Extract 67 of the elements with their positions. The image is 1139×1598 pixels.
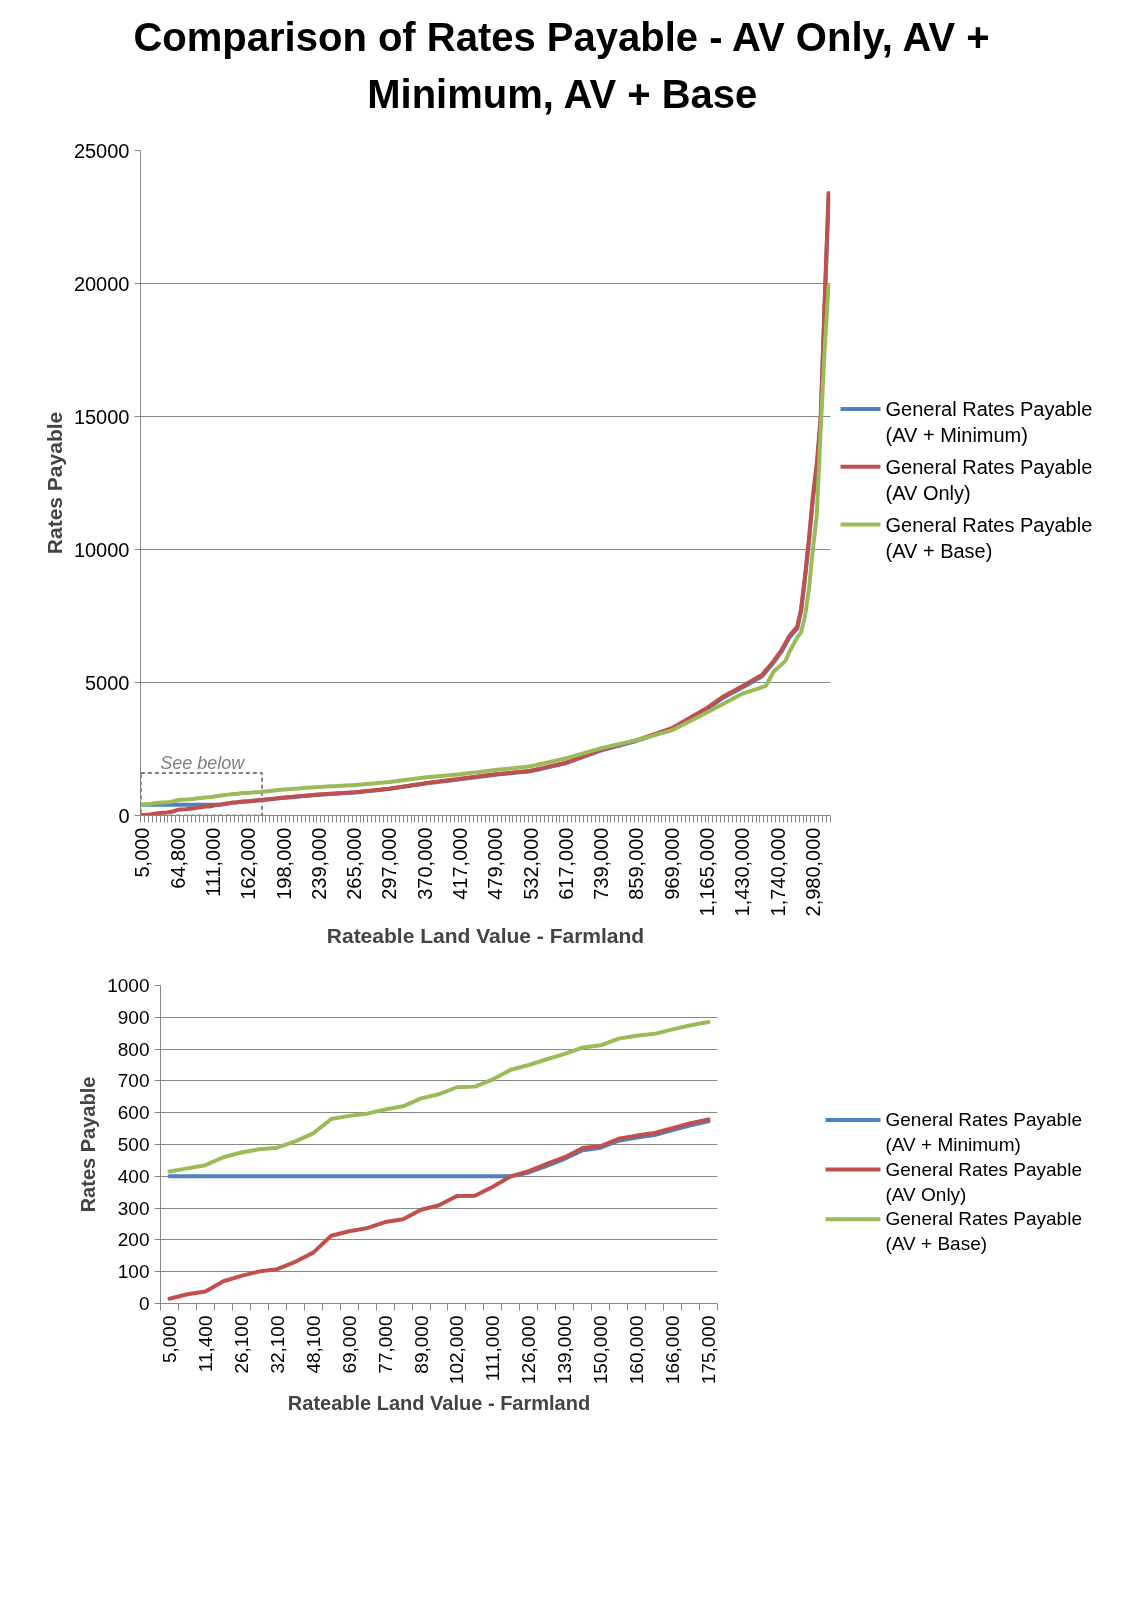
legend-label: General Rates Payable (AV + Base) (885, 1208, 1082, 1255)
x-tick-label: 26,100 (230, 1315, 252, 1374)
x-tick-label: 111,000 (202, 827, 225, 897)
x-tick-label: 479,000 (484, 827, 507, 900)
x-tick-label: 139,000 (554, 1315, 576, 1385)
chart-title: Comparison of Rates Payable - AV Only, AV + Minimum, AV + Base (133, 14, 990, 117)
x-tick-label: 532,000 (519, 827, 542, 900)
x-tick-label: 111,000 (482, 1315, 504, 1382)
x-tick-label: 5,000 (158, 1315, 180, 1364)
x-tick-label: 160,000 (626, 1315, 648, 1385)
y-axis-title: Rates Payable (42, 411, 66, 555)
y-tick-label: 600 (117, 1102, 150, 1124)
line-series (167, 1117, 711, 1301)
y-tick-label: 900 (117, 1006, 150, 1028)
y-tick-label: 25000 (73, 139, 130, 162)
y-tick-label: 15000 (73, 405, 130, 428)
x-tick-label: 617,000 (554, 827, 577, 900)
x-tick-label: 370,000 (413, 827, 436, 900)
y-tick-label: 400 (117, 1165, 150, 1187)
x-axis-title: Rateable Land Value - Farmland (287, 1392, 591, 1415)
x-tick-label: 739,000 (590, 827, 613, 900)
legend-label: General Rates Payable (AV Only) (885, 1158, 1082, 1205)
x-tick-label: 969,000 (660, 827, 683, 900)
x-tick-label: 239,000 (307, 827, 330, 900)
x-tick-label: 1,740,000 (766, 827, 789, 917)
y-axis-title: Rates Payable (77, 1076, 100, 1213)
x-tick-label: 162,000 (237, 827, 260, 900)
x-tick-label: 150,000 (590, 1315, 612, 1385)
x-tick-label: 5,000 (131, 827, 154, 878)
y-tick-label: 800 (117, 1038, 150, 1060)
x-tick-label: 64,800 (166, 827, 189, 889)
annotation: See below (160, 752, 246, 773)
x-axis-title: Rateable Land Value - Farmland (326, 924, 645, 948)
y-tick-label: 1000 (107, 975, 150, 996)
x-tick-label: 417,000 (449, 827, 472, 900)
x-tick-label: 166,000 (662, 1315, 684, 1385)
y-tick-label: 10000 (73, 538, 130, 561)
y-tick-label: 200 (117, 1229, 150, 1251)
x-tick-label: 69,000 (338, 1315, 360, 1374)
legend-label: General Rates Payable (AV + Base) (885, 513, 1093, 562)
x-tick-label: 1,430,000 (731, 827, 754, 917)
y-tick-label: 100 (117, 1261, 150, 1283)
x-tick-label: 2,980,000 (801, 827, 824, 917)
y-tick-label: 0 (138, 1293, 150, 1314)
legend-label: General Rates Payable (AV Only) (885, 455, 1093, 505)
x-tick-label: 1,165,000 (696, 827, 719, 917)
x-tick-label: 89,000 (410, 1315, 432, 1374)
legend-label: General Rates Payable (AV + Minimum) (885, 397, 1093, 447)
y-tick-label: 20000 (73, 272, 130, 295)
x-tick-label: 297,000 (378, 827, 401, 900)
x-tick-label: 265,000 (343, 827, 366, 900)
y-tick-label: 500 (117, 1134, 150, 1155)
x-tick-label: 859,000 (625, 827, 648, 900)
x-tick-label: 11,400 (194, 1315, 216, 1373)
x-tick-label: 77,000 (374, 1315, 396, 1374)
y-tick-label: 300 (117, 1197, 150, 1219)
x-tick-label: 126,000 (518, 1315, 540, 1385)
x-tick-label: 102,000 (446, 1315, 468, 1385)
x-tick-label: 48,100 (302, 1315, 324, 1374)
x-tick-label: 198,000 (272, 827, 295, 900)
x-tick-label: 32,100 (266, 1315, 288, 1374)
legend-label: General Rates Payable (AV + Minimum) (885, 1109, 1082, 1156)
line-series (167, 1020, 711, 1174)
x-tick-label: 175,000 (698, 1315, 720, 1385)
y-tick-label: 0 (118, 804, 130, 827)
y-tick-label: 5000 (85, 671, 130, 694)
y-tick-label: 700 (117, 1070, 150, 1092)
